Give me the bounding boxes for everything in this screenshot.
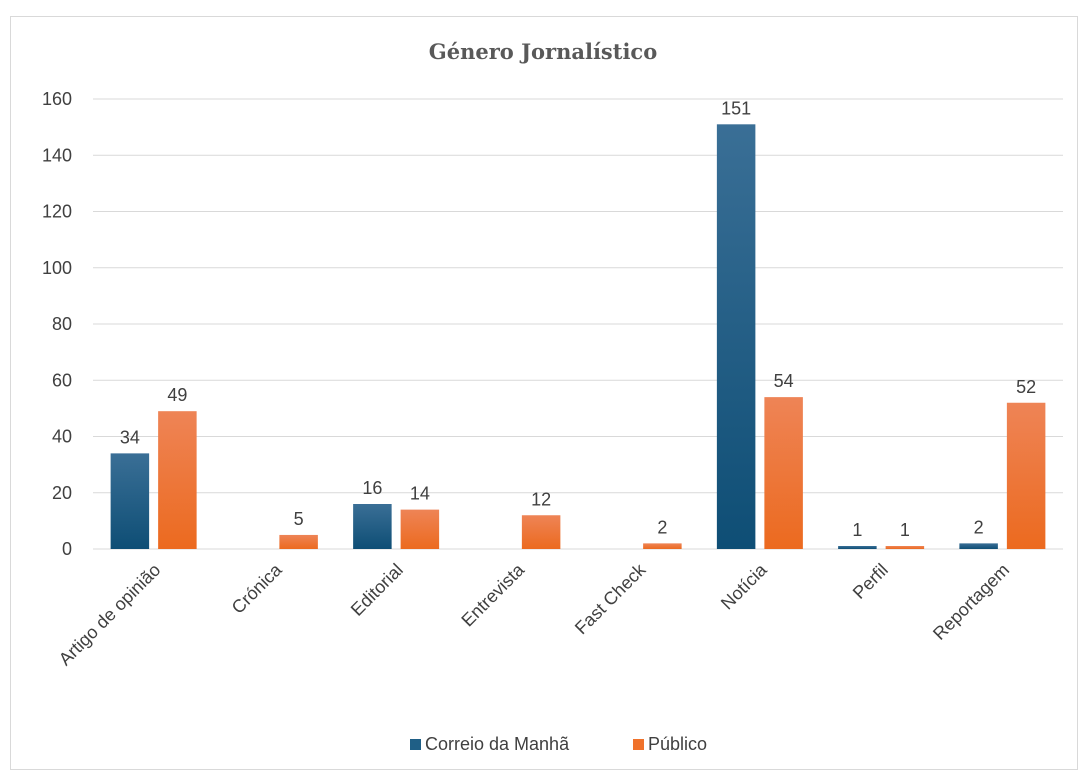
y-tick-label: 40 bbox=[52, 427, 72, 447]
x-category-label: Notícia bbox=[717, 559, 771, 613]
bar-series1 bbox=[110, 453, 150, 549]
x-category-label: Editorial bbox=[347, 560, 407, 620]
y-tick-label: 160 bbox=[42, 89, 72, 109]
data-label: 14 bbox=[410, 484, 430, 504]
gridlines bbox=[93, 98, 1063, 550]
bar-series2 bbox=[279, 534, 318, 549]
x-axis-categories: Artigo de opinião Crónica Editorial Entrevi… bbox=[55, 559, 1013, 669]
data-label: 34 bbox=[120, 427, 140, 447]
bar-series2 bbox=[400, 509, 440, 549]
chart-frame bbox=[10, 16, 1078, 770]
bar-series2 bbox=[521, 515, 561, 549]
y-axis-ticks: 0 20 40 60 80 100 120 140 160 bbox=[42, 89, 72, 559]
bar-series2 bbox=[643, 543, 682, 549]
data-label: 52 bbox=[1016, 377, 1036, 397]
data-label: 1 bbox=[852, 520, 862, 540]
legend: Correio da Manhã Público bbox=[410, 734, 707, 754]
legend-swatch bbox=[633, 739, 644, 750]
y-tick-label: 60 bbox=[52, 370, 72, 390]
y-tick-label: 80 bbox=[52, 314, 72, 334]
data-label: 12 bbox=[531, 489, 551, 509]
x-category-label: Entrevista bbox=[457, 559, 528, 630]
legend-swatch bbox=[410, 739, 421, 750]
data-label: 2 bbox=[974, 517, 984, 537]
y-tick-label: 120 bbox=[42, 202, 72, 222]
data-label: 1 bbox=[900, 520, 910, 540]
x-category-label: Fast Check bbox=[571, 559, 650, 638]
x-category-label: Perfil bbox=[849, 560, 892, 603]
bar-series1 bbox=[716, 124, 756, 549]
bar-series1 bbox=[838, 546, 877, 549]
data-label: 54 bbox=[774, 371, 794, 391]
data-label: 5 bbox=[294, 509, 304, 529]
legend-label: Público bbox=[648, 734, 707, 754]
chart-title: Género Jornalístico bbox=[429, 39, 657, 64]
x-category-label: Crónica bbox=[228, 559, 287, 618]
data-label: 16 bbox=[362, 478, 382, 498]
data-label: 2 bbox=[657, 517, 667, 537]
bar-series2 bbox=[885, 546, 925, 549]
y-tick-label: 100 bbox=[42, 258, 72, 278]
bar-series1 bbox=[353, 504, 392, 549]
bar-series2 bbox=[1006, 402, 1046, 549]
legend-label: Correio da Manhã bbox=[425, 734, 570, 754]
data-label: 151 bbox=[721, 98, 751, 118]
y-tick-label: 0 bbox=[62, 539, 72, 559]
data-label: 49 bbox=[167, 385, 187, 405]
y-tick-label: 20 bbox=[52, 483, 72, 503]
x-category-label: Reportagem bbox=[929, 560, 1013, 644]
bars bbox=[110, 124, 1046, 549]
bar-series2 bbox=[764, 397, 803, 549]
x-category-label: Artigo de opinião bbox=[55, 560, 165, 670]
bar-series2 bbox=[158, 411, 197, 549]
y-tick-label: 140 bbox=[42, 145, 72, 165]
bar-series1 bbox=[959, 543, 998, 549]
